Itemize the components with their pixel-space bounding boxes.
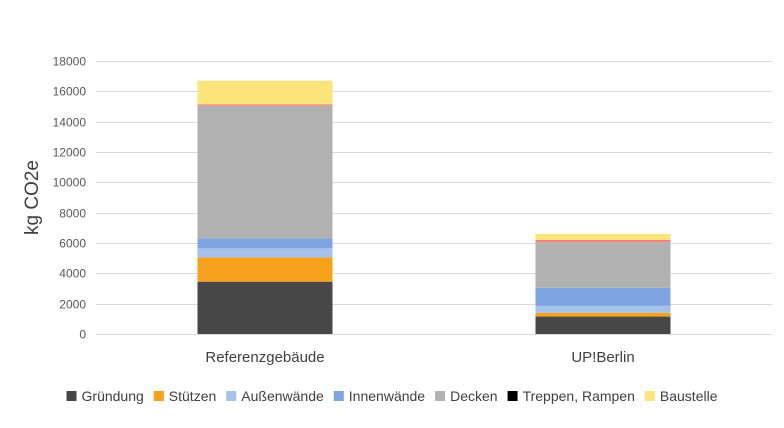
y-tick-label: 16000: [53, 85, 87, 99]
bar-segment: [535, 316, 671, 334]
legend-label: Treppen, Rampen: [523, 388, 635, 404]
y-tick-label: 14000: [53, 116, 87, 130]
bar-segment: [535, 242, 671, 288]
legend-swatch: [507, 391, 518, 401]
y-tick-label: 12000: [53, 146, 87, 160]
bar-segment: [197, 238, 333, 249]
legend-item: Baustelle: [644, 388, 718, 404]
bars: [197, 80, 671, 334]
bar-segment: [197, 105, 333, 239]
y-tick-label: 8000: [59, 207, 86, 221]
bar-segment: [197, 281, 333, 334]
legend-label: Außenwände: [241, 388, 324, 404]
legend-item: Gründung: [66, 388, 144, 404]
legend-item: Stützen: [153, 388, 216, 404]
legend: Gründung Stützen Außenwände Innenwände Decke…: [66, 388, 718, 404]
y-tick-label: 6000: [59, 237, 86, 251]
legend-item: Decken: [435, 388, 498, 404]
legend-swatch: [66, 391, 77, 401]
bar-segment: [535, 287, 671, 306]
bar-segment: [535, 233, 671, 240]
gridlines: [96, 61, 772, 305]
y-axis-ticks: 0 2000 4000 6000 8000 10000 12000 14000 16000 180…: [53, 55, 87, 342]
x-category-label: UP!Berlin: [571, 349, 634, 366]
x-axis-labels: Referenzgebäude UP!Berlin: [205, 349, 634, 366]
y-axis-title: kg CO2e: [22, 160, 43, 235]
legend-swatch: [153, 391, 164, 401]
bar-segment: [197, 104, 333, 106]
bar-segment: [197, 248, 333, 258]
legend-swatch: [226, 391, 237, 401]
y-tick-label: 10000: [53, 176, 87, 190]
legend-swatch: [644, 391, 655, 401]
x-category-label: Referenzgebäude: [205, 349, 324, 366]
legend-swatch: [333, 391, 344, 401]
legend-label: Baustelle: [660, 388, 718, 404]
bar-segment: [535, 312, 671, 317]
y-tick-label: 4000: [59, 267, 86, 281]
y-tick-label: 2000: [59, 298, 86, 312]
bar-segment: [197, 257, 333, 282]
legend-item: Treppen, Rampen: [507, 388, 635, 404]
legend-swatch: [435, 391, 446, 401]
legend-item: Innenwände: [333, 388, 426, 404]
y-tick-label: 0: [79, 328, 86, 342]
bar-segment: [535, 239, 671, 243]
legend-item: Außenwände: [226, 388, 324, 404]
bar-segment: [535, 305, 671, 313]
y-tick-label: 18000: [53, 55, 87, 69]
bar-segment: [197, 80, 333, 105]
legend-label: Innenwände: [349, 388, 426, 404]
legend-label: Decken: [450, 388, 497, 404]
legend-label: Gründung: [82, 388, 144, 404]
legend-label: Stützen: [169, 388, 216, 404]
